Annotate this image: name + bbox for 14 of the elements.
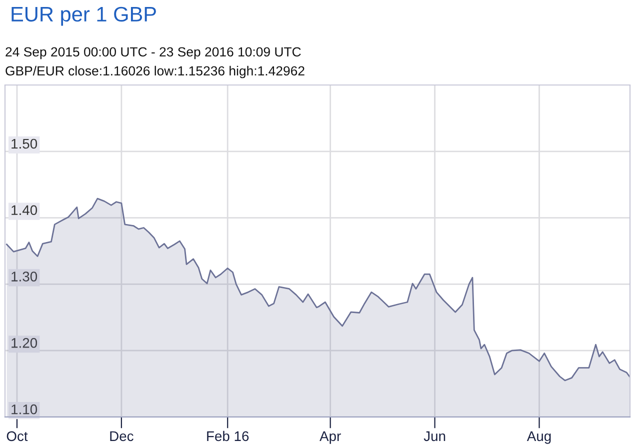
x-tick-label: Jun (424, 431, 446, 442)
y-tick-label: 1.10 (12, 404, 38, 414)
y-tick-label: 1.20 (12, 338, 38, 348)
y-tick-label: 1.40 (12, 205, 38, 216)
x-tick-label: Dec (110, 431, 134, 442)
y-tick-label: 1.30 (12, 272, 38, 282)
x-tick-label: Oct (6, 431, 28, 442)
chart-subtitle: 24 Sep 2015 00:00 UTC - 23 Sep 2016 10:09 UTC (6, 47, 301, 60)
x-tick-label: Aug (526, 431, 551, 444)
y-tick-label: 1.50 (12, 138, 38, 149)
x-tick-label: Feb 16 (207, 430, 249, 442)
chart-title: EUR per 1 GBP (12, 6, 156, 26)
x-tick-label: Apr (320, 431, 341, 444)
text: GBP/EUR close:1.16026 low:1.15236 high:1.42962 (6, 66, 304, 78)
